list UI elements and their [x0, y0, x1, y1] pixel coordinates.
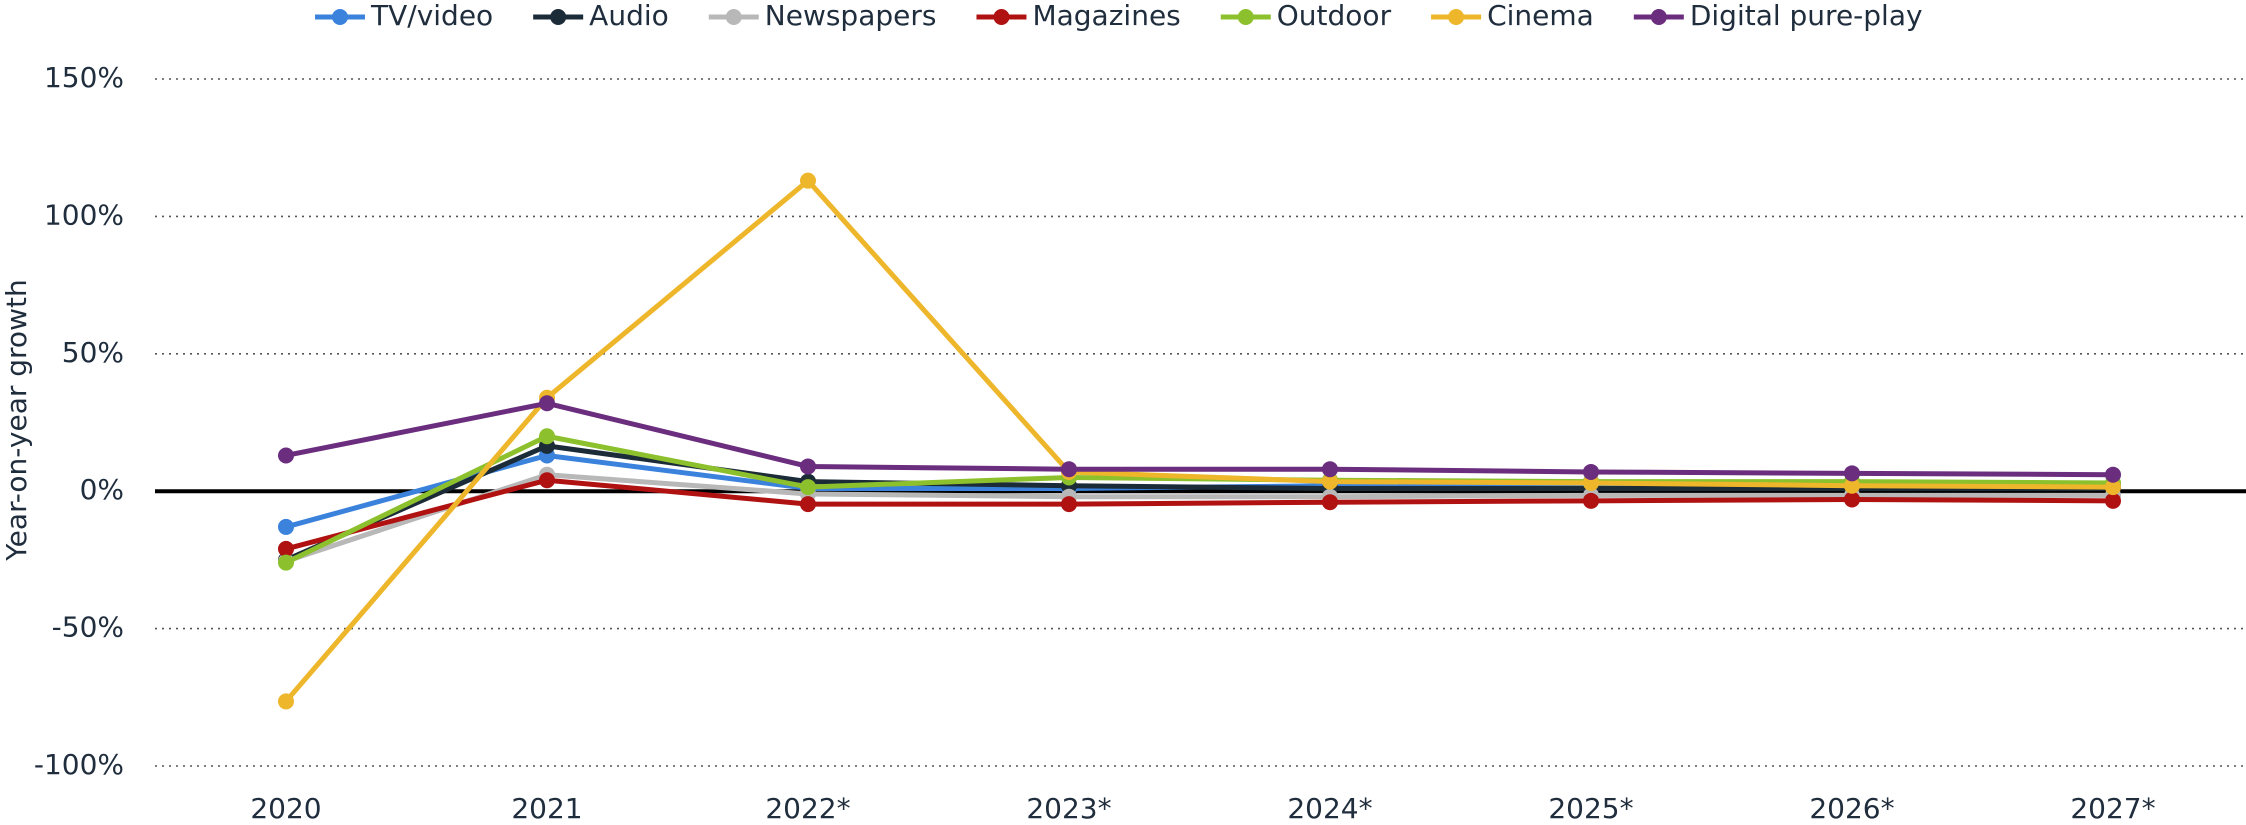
- data-point: [1583, 474, 1599, 491]
- data-point: [1061, 496, 1077, 513]
- legend-marker: [332, 9, 348, 25]
- series-line: [284, 443, 2113, 563]
- legend-marker: [1448, 9, 1465, 25]
- legend-label: Outdoor: [1277, 0, 1392, 32]
- x-tick-label: 2026*: [1809, 792, 1894, 825]
- x-tick-label: 2024*: [1287, 792, 1372, 825]
- legend-marker: [550, 9, 567, 25]
- data-point: [2105, 466, 2121, 483]
- data-point: [278, 540, 294, 557]
- data-point: [278, 518, 294, 535]
- y-tick-label: 100%: [44, 198, 124, 231]
- data-point: [539, 472, 555, 489]
- data-point: [278, 447, 294, 464]
- y-tick-label: -100%: [34, 748, 124, 781]
- data-point: [2105, 479, 2121, 496]
- data-point: [278, 693, 294, 710]
- y-tick-label: 0%: [80, 473, 124, 506]
- data-point: [1844, 465, 1860, 482]
- data-point: [1583, 463, 1599, 480]
- data-point: [1583, 492, 1599, 509]
- legend-label: Digital pure-play: [1690, 0, 1923, 32]
- x-tick-label: 2023*: [1026, 792, 1111, 825]
- data-point: [1844, 477, 1860, 494]
- legend-label: Magazines: [1032, 0, 1180, 32]
- data-point: [800, 496, 816, 513]
- data-point: [1844, 491, 1860, 508]
- data-point: [800, 479, 816, 496]
- legend-label: TV/video: [370, 0, 493, 32]
- data-point: [1322, 473, 1338, 490]
- series-line: [285, 477, 2114, 552]
- data-point: [1061, 461, 1077, 478]
- series-line: [284, 178, 2114, 704]
- x-tick-label: 2027*: [2070, 792, 2155, 825]
- legend-marker: [993, 9, 1010, 25]
- legend-marker: [1237, 9, 1254, 25]
- legend-label: Audio: [589, 0, 669, 32]
- legend-marker: [1650, 9, 1667, 25]
- y-axis-label: Year-on-year growth: [0, 279, 33, 561]
- data-point: [800, 458, 816, 475]
- data-point: [278, 554, 294, 571]
- data-point: [1322, 461, 1338, 478]
- data-point: [2105, 492, 2121, 509]
- x-tick-label: 2021: [511, 792, 582, 825]
- series-line: [285, 472, 2113, 564]
- series-line: [285, 400, 2114, 478]
- x-tick-label: 2025*: [1548, 792, 1633, 825]
- data-point: [539, 395, 555, 412]
- x-tick-label: 2022*: [765, 792, 850, 825]
- y-tick-label: -50%: [52, 611, 124, 644]
- y-tick-label: 50%: [62, 336, 124, 369]
- legend-marker: [725, 9, 742, 25]
- data-point: [539, 428, 555, 445]
- y-tick-label: 150%: [44, 61, 124, 94]
- legend-label: Cinema: [1487, 0, 1594, 32]
- legend-label: Newspapers: [765, 0, 937, 32]
- data-point: [1322, 494, 1338, 511]
- data-point: [800, 172, 816, 189]
- x-tick-label: 2020: [250, 792, 321, 825]
